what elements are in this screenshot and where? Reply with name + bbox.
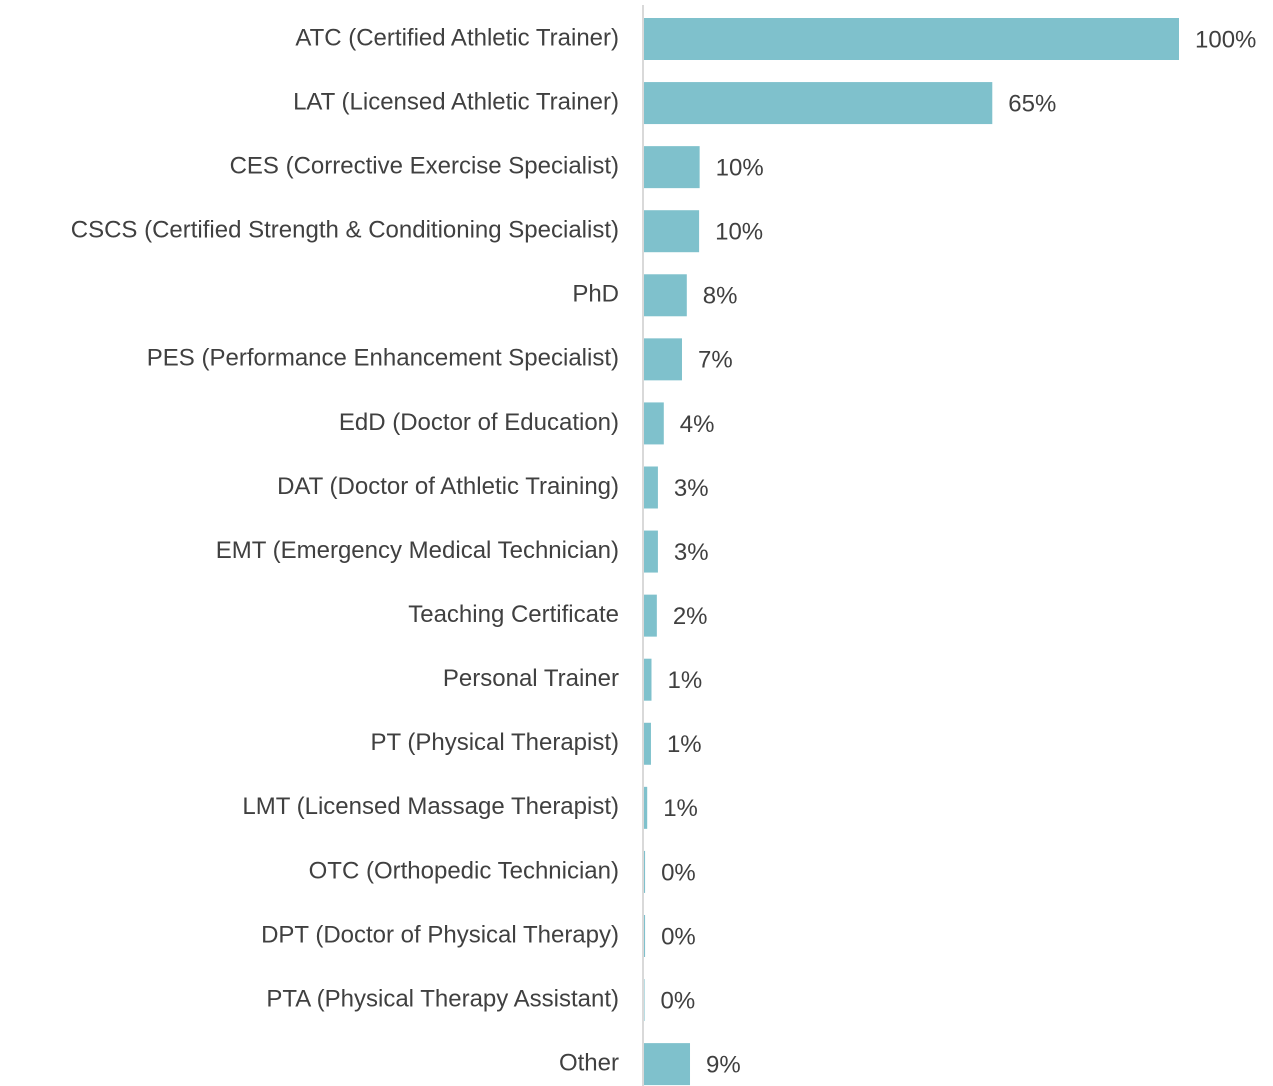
bar bbox=[644, 1043, 691, 1086]
bar bbox=[644, 530, 658, 573]
bar bbox=[644, 466, 658, 509]
category-label: EMT (Emergency Medical Technician) bbox=[216, 537, 619, 564]
category-label: PT (Physical Therapist) bbox=[370, 729, 619, 756]
value-label: 10% bbox=[715, 219, 763, 246]
category-label: LAT (Licensed Athletic Trainer) bbox=[293, 88, 619, 115]
category-label: ATC (Certified Athletic Trainer) bbox=[295, 24, 619, 51]
value-label: 4% bbox=[680, 411, 715, 438]
bar bbox=[644, 658, 652, 701]
category-label: PES (Performance Enhancement Specialist) bbox=[147, 345, 619, 372]
bar bbox=[644, 979, 645, 1022]
category-label: Other bbox=[559, 1049, 619, 1076]
bar bbox=[644, 850, 646, 893]
bar bbox=[644, 402, 664, 445]
value-label: 0% bbox=[661, 923, 696, 950]
category-label: Personal Trainer bbox=[443, 665, 619, 692]
bar bbox=[644, 274, 687, 317]
bar bbox=[644, 722, 651, 765]
category-label: CES (Corrective Exercise Specialist) bbox=[230, 152, 619, 179]
bar bbox=[644, 338, 682, 381]
value-label: 8% bbox=[703, 283, 738, 310]
value-label: 1% bbox=[667, 731, 702, 758]
category-label: PTA (Physical Therapy Assistant) bbox=[266, 985, 619, 1012]
value-label: 7% bbox=[698, 347, 733, 374]
value-label: 0% bbox=[661, 987, 696, 1014]
category-label: CSCS (Certified Strength & Conditioning … bbox=[71, 217, 619, 244]
category-label: Teaching Certificate bbox=[408, 601, 619, 628]
value-label: 2% bbox=[673, 603, 708, 630]
value-label: 10% bbox=[716, 154, 764, 181]
bar bbox=[644, 210, 700, 253]
category-label: PhD bbox=[572, 281, 619, 308]
bar bbox=[644, 146, 700, 189]
bar bbox=[644, 594, 657, 637]
bar bbox=[644, 82, 993, 125]
value-label: 9% bbox=[706, 1051, 741, 1078]
value-label: 3% bbox=[674, 475, 709, 502]
value-label: 1% bbox=[667, 667, 702, 694]
category-label: DAT (Doctor of Athletic Training) bbox=[277, 473, 619, 500]
category-label: LMT (Licensed Massage Therapist) bbox=[242, 793, 619, 820]
category-label: OTC (Orthopedic Technician) bbox=[309, 857, 619, 884]
bar bbox=[644, 786, 648, 829]
value-label: 0% bbox=[661, 859, 696, 886]
value-label: 100% bbox=[1195, 26, 1256, 53]
value-label: 3% bbox=[674, 539, 709, 566]
bar bbox=[644, 914, 646, 957]
category-label: DPT (Doctor of Physical Therapy) bbox=[261, 921, 619, 948]
value-label: 1% bbox=[663, 795, 698, 822]
bar bbox=[644, 18, 1179, 60]
value-label: 65% bbox=[1008, 90, 1056, 117]
category-label: EdD (Doctor of Education) bbox=[339, 409, 619, 436]
